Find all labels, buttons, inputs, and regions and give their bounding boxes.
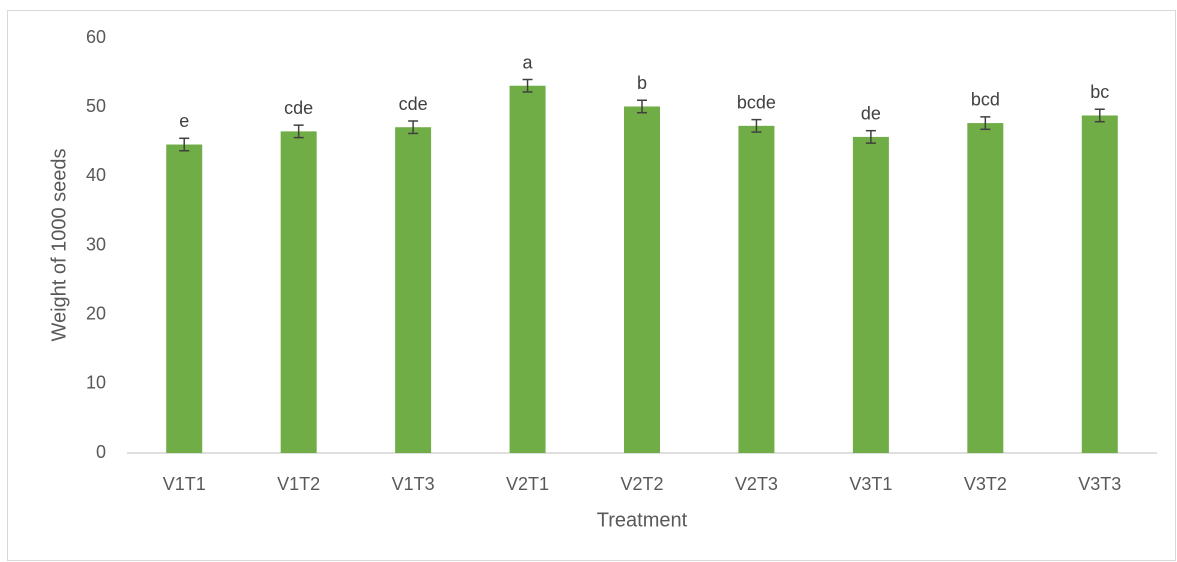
y-tick-label: 40 — [86, 165, 106, 185]
y-tick-label: 0 — [96, 442, 106, 462]
annotation: e — [179, 111, 189, 131]
bar — [166, 144, 203, 453]
error-bar — [751, 118, 762, 133]
error-bar — [408, 120, 419, 135]
y-tick-label: 30 — [86, 234, 106, 254]
bar — [738, 125, 775, 453]
annotation: cde — [399, 94, 428, 114]
annotation: b — [637, 73, 647, 93]
annotation: bcd — [971, 90, 1000, 110]
bar — [852, 136, 889, 454]
annotation: de — [861, 103, 881, 123]
error-bar — [1094, 108, 1105, 123]
chart-border — [7, 10, 1176, 561]
bar — [1081, 115, 1118, 453]
annotation: bc — [1090, 82, 1109, 102]
annotation: cde — [284, 98, 313, 118]
x-tick-label: V2T1 — [506, 474, 549, 494]
error-bar — [637, 99, 647, 114]
x-tick-label: V1T1 — [163, 474, 206, 494]
error-bar — [179, 137, 190, 152]
y-axis-title: Weight of 1000 seeds — [48, 148, 70, 341]
error-bar — [865, 129, 876, 144]
bar — [624, 106, 660, 453]
bar — [395, 127, 432, 453]
x-tick-label: V2T2 — [620, 474, 663, 494]
x-axis-title: Treatment — [597, 509, 688, 531]
annotation: bcde — [737, 92, 776, 112]
error-bar — [980, 116, 991, 131]
error-bar — [293, 124, 304, 139]
x-tick-label: V1T2 — [277, 474, 320, 494]
x-tick-label: V2T3 — [735, 474, 778, 494]
bar — [967, 123, 1004, 453]
x-tick-label: V1T3 — [392, 474, 435, 494]
error-bar — [522, 78, 533, 93]
x-tick-label: V3T2 — [964, 474, 1007, 494]
x-tick-label: V3T3 — [1078, 474, 1121, 494]
x-tick-label: V3T1 — [849, 474, 892, 494]
y-tick-label: 20 — [86, 303, 106, 323]
y-tick-label: 10 — [86, 373, 106, 393]
y-tick-label: 50 — [86, 96, 106, 116]
y-tick-label: 60 — [86, 27, 106, 47]
bar — [280, 131, 317, 453]
bar — [509, 85, 546, 453]
annotation: a — [523, 52, 534, 72]
